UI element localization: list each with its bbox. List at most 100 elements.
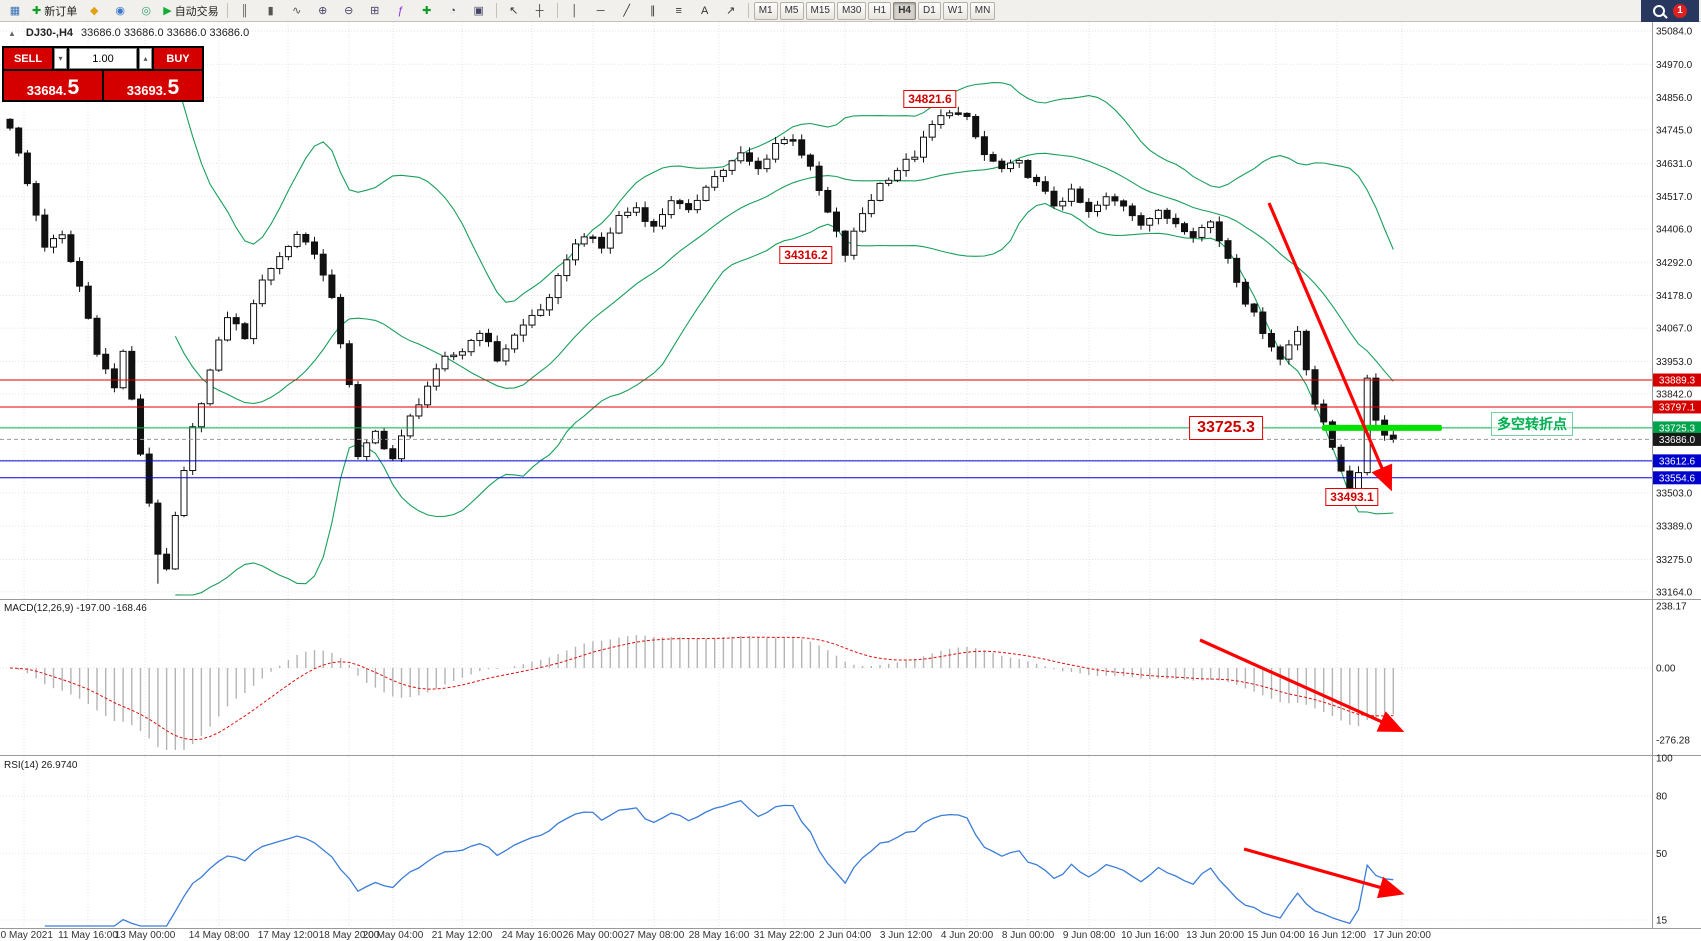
ohlc-values: 33686.0 33686.0 33686.0 33686.0 <box>81 27 250 39</box>
macd-label: MACD(12,26,9) -197.00 -168.46 <box>4 603 147 614</box>
notification-badge[interactable]: 1 <box>1673 3 1687 18</box>
downtrend-arrow-rsi[interactable] <box>1243 847 1405 899</box>
svg-text:27 May 08:00: 27 May 08:00 <box>624 930 685 941</box>
arrows-tool-icon: ↗ <box>726 5 736 17</box>
new-order-button[interactable]: ✚ 新订单 <box>29 1 80 21</box>
svg-text:2 Jun 04:00: 2 Jun 04:00 <box>819 930 872 941</box>
volume-increase-button[interactable]: ▴ <box>139 48 152 69</box>
sell-price-main: 33684. <box>26 83 67 98</box>
grid-layer <box>0 22 1652 928</box>
periods-button[interactable]: ◔ <box>441 1 465 21</box>
vertical-line-button[interactable]: │ <box>563 1 587 21</box>
svg-text:34406.0: 34406.0 <box>1656 225 1693 236</box>
buy-button[interactable]: BUY <box>154 48 202 69</box>
price-label-34316[interactable]: 34316.2 <box>779 246 833 264</box>
cursor-button[interactable]: ↖ <box>502 1 526 21</box>
add-indicator-button[interactable]: ✚ <box>415 1 439 21</box>
resistance-line-2-tag <box>1653 400 1701 414</box>
svg-text:11 May 16:00: 11 May 16:00 <box>58 930 118 941</box>
timeframe-d1-button[interactable]: D1 <box>918 1 941 20</box>
candle-chart-button[interactable]: ▮ <box>259 1 283 21</box>
crosshair-button[interactable]: ┼ <box>528 1 552 21</box>
svg-text:13 May 00:00: 13 May 00:00 <box>115 930 176 941</box>
timeframe-w1-button[interactable]: W1 <box>942 1 968 20</box>
panel-separators[interactable] <box>0 22 1701 929</box>
timeframe-m1-button[interactable]: M1 <box>753 1 778 20</box>
profiles-button[interactable]: ◉ <box>108 1 132 21</box>
svg-text:10 May 2021: 10 May 2021 <box>0 930 53 941</box>
zoom-out-button[interactable]: ⊖ <box>337 1 361 21</box>
chart-shot-icon: ▣ <box>473 5 484 17</box>
support-line-1-tag <box>1653 454 1701 468</box>
new-chart-icon: ▦ <box>9 5 21 17</box>
price-label-34821[interactable]: 34821.6 <box>903 90 957 108</box>
zoom-in-button[interactable]: ⊕ <box>311 1 335 21</box>
add-indicator-icon: ✚ <box>422 5 432 17</box>
crosshair-icon: ┼ <box>535 4 544 17</box>
buy-price[interactable]: 33693. 5 <box>104 71 202 100</box>
svg-text:0.00: 0.00 <box>1656 664 1676 675</box>
sell-button[interactable]: SELL <box>4 48 52 69</box>
svg-text:10 Jun 16:00: 10 Jun 16:00 <box>1121 930 1179 941</box>
pivot-line-green-tag <box>1653 421 1701 435</box>
trendline-button[interactable]: ╱ <box>615 1 639 21</box>
indicators-button[interactable]: ƒ <box>389 1 413 21</box>
chart-shot-button[interactable]: ▣ <box>467 1 491 21</box>
macd-panel <box>0 635 1652 750</box>
svg-text:17 Jun 20:00: 17 Jun 20:00 <box>1373 930 1431 941</box>
toolbar-separator <box>747 3 749 18</box>
sell-price[interactable]: 33684. 5 <box>4 71 102 100</box>
search-icon[interactable] <box>1653 4 1665 17</box>
trend-arrows[interactable] <box>1199 202 1405 899</box>
green-highlight-zone[interactable] <box>1322 424 1442 431</box>
svg-text:238.17: 238.17 <box>1656 602 1687 613</box>
svg-text:34517.0: 34517.0 <box>1656 192 1693 203</box>
svg-text:16 Jun 12:00: 16 Jun 12:00 <box>1308 930 1366 941</box>
toolbar-separator <box>226 3 228 18</box>
timeframe-m5-button[interactable]: M5 <box>779 1 804 20</box>
sell-price-big-digit: 5 <box>67 76 80 99</box>
volume-decrease-button[interactable]: ▾ <box>54 48 67 69</box>
svg-text:3 Jun 12:00: 3 Jun 12:00 <box>880 930 933 941</box>
timeframe-mn-button[interactable]: MN <box>969 1 996 20</box>
line-chart-button[interactable]: ∿ <box>285 1 309 21</box>
price-label-33725[interactable]: 33725.3 <box>1189 416 1263 440</box>
channel-icon: ∥ <box>649 5 656 17</box>
svg-text:21 May 12:00: 21 May 12:00 <box>432 930 493 941</box>
arrows-tool-button[interactable]: ↗ <box>719 1 743 21</box>
svg-text:17 May 12:00: 17 May 12:00 <box>258 930 319 941</box>
search-cluster[interactable]: 1 <box>1641 0 1699 22</box>
bar-chart-button[interactable]: ║ <box>233 1 257 21</box>
fibonacci-button[interactable]: ≡ <box>667 1 691 21</box>
tile-windows-button[interactable]: ⊞ <box>363 1 387 21</box>
one-click-trading-panel: SELL ▾ ▴ BUY 33684. 5 33693. 5 <box>2 46 204 102</box>
turning-point-label[interactable]: 多空转折点 <box>1491 412 1573 436</box>
new-order-icon: ✚ <box>32 5 42 17</box>
channel-button[interactable]: ∥ <box>641 1 665 21</box>
autotrade-button[interactable]: ▶ 自动交易 <box>160 1 221 21</box>
svg-text:33612.6: 33612.6 <box>1659 456 1696 467</box>
downtrend-arrow-macd[interactable] <box>1199 638 1405 732</box>
support-line-2-tag <box>1653 471 1701 485</box>
buy-price-main: 33693. <box>126 83 167 98</box>
refresh-button[interactable]: ◎ <box>134 1 158 21</box>
volume-input[interactable] <box>69 48 137 69</box>
new-chart-button[interactable]: ▦ <box>3 1 27 21</box>
favorites-button[interactable]: ◆ <box>82 1 106 21</box>
timeframe-m15-button[interactable]: M15 <box>805 1 835 20</box>
candles-layer <box>6 106 1397 584</box>
text-tool-button[interactable]: A <box>693 1 717 21</box>
horizontal-line-button[interactable]: ─ <box>589 1 613 21</box>
current-price-line-tag <box>1653 432 1701 446</box>
svg-text:34970.0: 34970.0 <box>1656 60 1693 71</box>
level-lines[interactable] <box>0 379 1652 479</box>
timeframe-h1-button[interactable]: H1 <box>868 1 892 20</box>
downtrend-arrow-main[interactable] <box>1267 202 1393 492</box>
svg-text:33797.1: 33797.1 <box>1659 402 1696 413</box>
symbol-period-label: DJ30-,H4 <box>25 27 73 39</box>
svg-text:100: 100 <box>1656 754 1673 765</box>
timeframe-m30-button[interactable]: M30 <box>836 1 867 20</box>
price-label-33493[interactable]: 33493.1 <box>1325 488 1379 506</box>
timeframe-h4-button[interactable]: H4 <box>893 1 916 20</box>
